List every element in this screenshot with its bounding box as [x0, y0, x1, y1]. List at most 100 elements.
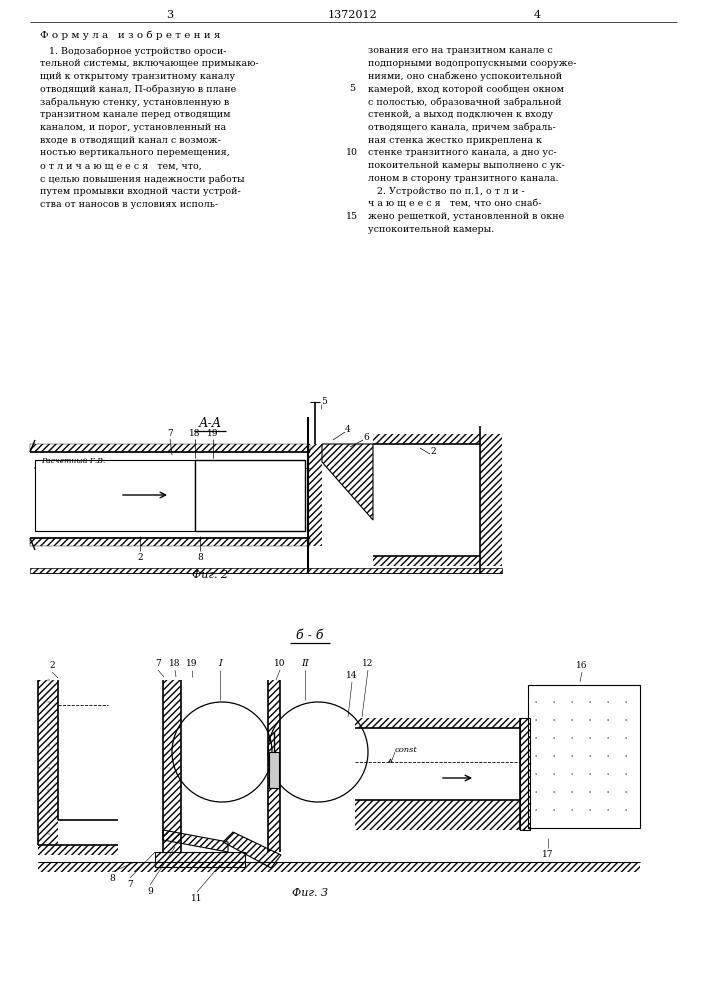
Text: '': ''	[624, 772, 628, 780]
Bar	[30, 444, 310, 452]
Text: '': ''	[46, 678, 50, 686]
Bar	[308, 444, 322, 546]
Bar	[520, 718, 530, 830]
Text: '': ''	[570, 790, 574, 798]
Text: '': ''	[46, 810, 50, 818]
Text: '': ''	[570, 808, 574, 816]
Text: Фиг. 3: Фиг. 3	[292, 888, 328, 898]
Text: '': ''	[534, 772, 538, 780]
Text: '': ''	[588, 718, 592, 726]
Text: 18: 18	[169, 659, 181, 668]
Text: подпорными водопропускными сооруже-: подпорными водопропускными сооруже-	[368, 59, 576, 68]
Text: 1372012: 1372012	[328, 10, 378, 20]
Text: о т л и ч а ю щ е е с я   тем, что,: о т л и ч а ю щ е е с я тем, что,	[40, 161, 201, 170]
Text: 19: 19	[207, 429, 218, 438]
Text: '': ''	[624, 700, 628, 708]
Text: '': ''	[46, 788, 50, 796]
Text: '': ''	[588, 700, 592, 708]
Text: 5: 5	[321, 397, 327, 406]
Text: 14: 14	[346, 671, 358, 680]
Text: '': ''	[552, 736, 556, 744]
Text: '': ''	[552, 772, 556, 780]
Bar	[195, 460, 305, 531]
Text: '': ''	[606, 790, 610, 798]
Text: 7: 7	[127, 880, 133, 889]
Text: транзитном канале перед отводящим: транзитном канале перед отводящим	[40, 110, 230, 119]
Text: '': ''	[606, 718, 610, 726]
Bar	[520, 828, 528, 830]
Text: 19: 19	[186, 659, 198, 668]
Text: '': ''	[552, 754, 556, 762]
Text: '': ''	[588, 736, 592, 744]
Text: '': ''	[624, 718, 628, 726]
Text: 2. Устройство по п.1, о т л и -: 2. Устройство по п.1, о т л и -	[368, 187, 525, 196]
Text: '': ''	[534, 736, 538, 744]
Text: '': ''	[588, 772, 592, 780]
Bar	[373, 434, 480, 444]
Bar	[30, 538, 310, 546]
Text: II: II	[301, 659, 309, 668]
Text: Расчетный Г.В.: Расчетный Г.В.	[41, 457, 105, 465]
Bar	[480, 434, 502, 566]
Text: I: I	[218, 659, 222, 668]
Text: '': ''	[570, 754, 574, 762]
Text: 7: 7	[167, 429, 173, 438]
Text: '': ''	[624, 808, 628, 816]
Text: 10: 10	[346, 148, 358, 157]
Text: тельной системы, включающее примыкаю-: тельной системы, включающее примыкаю-	[40, 59, 259, 68]
Text: 1. Водозаборное устройство ороси-: 1. Водозаборное устройство ороси-	[40, 46, 226, 55]
Bar	[355, 800, 520, 830]
Text: '': ''	[534, 718, 538, 726]
Text: '': ''	[624, 790, 628, 798]
Text: '': ''	[588, 808, 592, 816]
Bar	[35, 460, 195, 531]
Text: '': ''	[570, 718, 574, 726]
Text: каналом, и порог, установленный на: каналом, и порог, установленный на	[40, 123, 226, 132]
Text: щий к открытому транзитному каналу: щий к открытому транзитному каналу	[40, 72, 235, 81]
Bar	[269, 752, 279, 788]
Text: 8: 8	[197, 553, 203, 562]
Text: '': ''	[46, 700, 50, 708]
Text: отводящий канал, П-образную в плане: отводящий канал, П-образную в плане	[40, 84, 236, 94]
Text: '': ''	[588, 790, 592, 798]
Text: '': ''	[534, 790, 538, 798]
Text: ства от наносов в условиях исполь-: ства от наносов в условиях исполь-	[40, 200, 218, 209]
Bar	[268, 680, 280, 852]
Text: ниями, оно снабжено успокоительной: ниями, оно снабжено успокоительной	[368, 72, 562, 81]
Text: 2: 2	[49, 661, 55, 670]
Text: жено решеткой, установленной в окне: жено решеткой, установленной в окне	[368, 212, 564, 221]
Text: '': ''	[46, 722, 50, 730]
Text: забральную стенку, установленную в: забральную стенку, установленную в	[40, 97, 229, 107]
Bar	[355, 718, 520, 728]
Text: ностью вертикального перемещения,: ностью вертикального перемещения,	[40, 148, 230, 157]
Text: ч а ю щ е е с я   тем, что оно снаб-: ч а ю щ е е с я тем, что оно снаб-	[368, 200, 542, 209]
Text: ная стенка жестко прикреплена к: ная стенка жестко прикреплена к	[368, 136, 542, 145]
Bar	[373, 556, 480, 566]
Text: 12: 12	[362, 659, 374, 668]
Bar	[163, 680, 181, 852]
Text: 16: 16	[576, 661, 588, 670]
Text: 17: 17	[542, 850, 554, 859]
Text: 11: 11	[192, 894, 203, 903]
Text: '': ''	[552, 790, 556, 798]
Text: б - б: б - б	[296, 629, 324, 642]
Text: 10: 10	[274, 659, 286, 668]
Text: путем промывки входной части устрой-: путем промывки входной части устрой-	[40, 187, 241, 196]
Text: '': ''	[570, 736, 574, 744]
Text: '': ''	[624, 754, 628, 762]
Text: 4: 4	[345, 426, 351, 434]
Text: отводящего канала, причем забраль-: отводящего канала, причем забраль-	[368, 123, 556, 132]
Text: 3: 3	[166, 10, 173, 20]
Text: '': ''	[606, 700, 610, 708]
Text: '': ''	[46, 832, 50, 840]
Text: 7: 7	[155, 659, 161, 668]
Text: 15: 15	[346, 212, 358, 221]
Text: '': ''	[570, 700, 574, 708]
Text: стенкой, а выход подключен к входу: стенкой, а выход подключен к входу	[368, 110, 553, 119]
Text: '': ''	[552, 808, 556, 816]
Text: зования его на транзитном канале с: зования его на транзитном канале с	[368, 46, 553, 55]
Text: '': ''	[534, 700, 538, 708]
Text: const: const	[395, 746, 418, 754]
Text: '': ''	[534, 808, 538, 816]
Text: '': ''	[606, 754, 610, 762]
